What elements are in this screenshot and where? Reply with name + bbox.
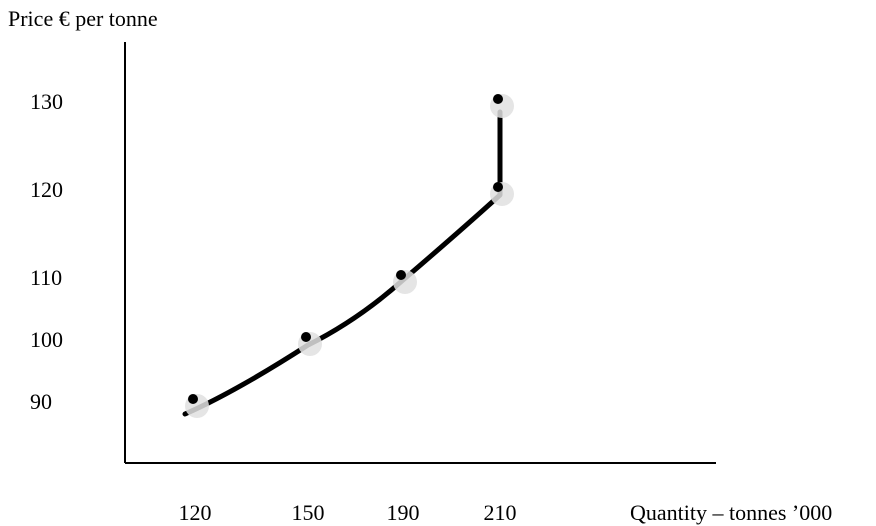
data-point xyxy=(396,270,406,280)
y-tick-label: 90 xyxy=(30,389,52,414)
data-point xyxy=(493,94,503,104)
x-tick-label: 210 xyxy=(484,500,517,525)
x-tick-label: 120 xyxy=(179,500,212,525)
x-axis-label: Quantity – tonnes ’000 xyxy=(630,500,832,525)
y-axis-label: Price € per tonne xyxy=(8,6,158,31)
data-point xyxy=(493,182,503,192)
data-point xyxy=(301,332,311,342)
y-tick-label: 120 xyxy=(30,177,63,202)
y-tick-label: 100 xyxy=(30,327,63,352)
y-tick-label: 130 xyxy=(30,89,63,114)
y-tick-label: 110 xyxy=(30,265,62,290)
supply-curve-line xyxy=(182,109,503,417)
x-tick-label: 190 xyxy=(387,500,420,525)
x-tick-label: 150 xyxy=(292,500,325,525)
data-point xyxy=(188,394,198,404)
